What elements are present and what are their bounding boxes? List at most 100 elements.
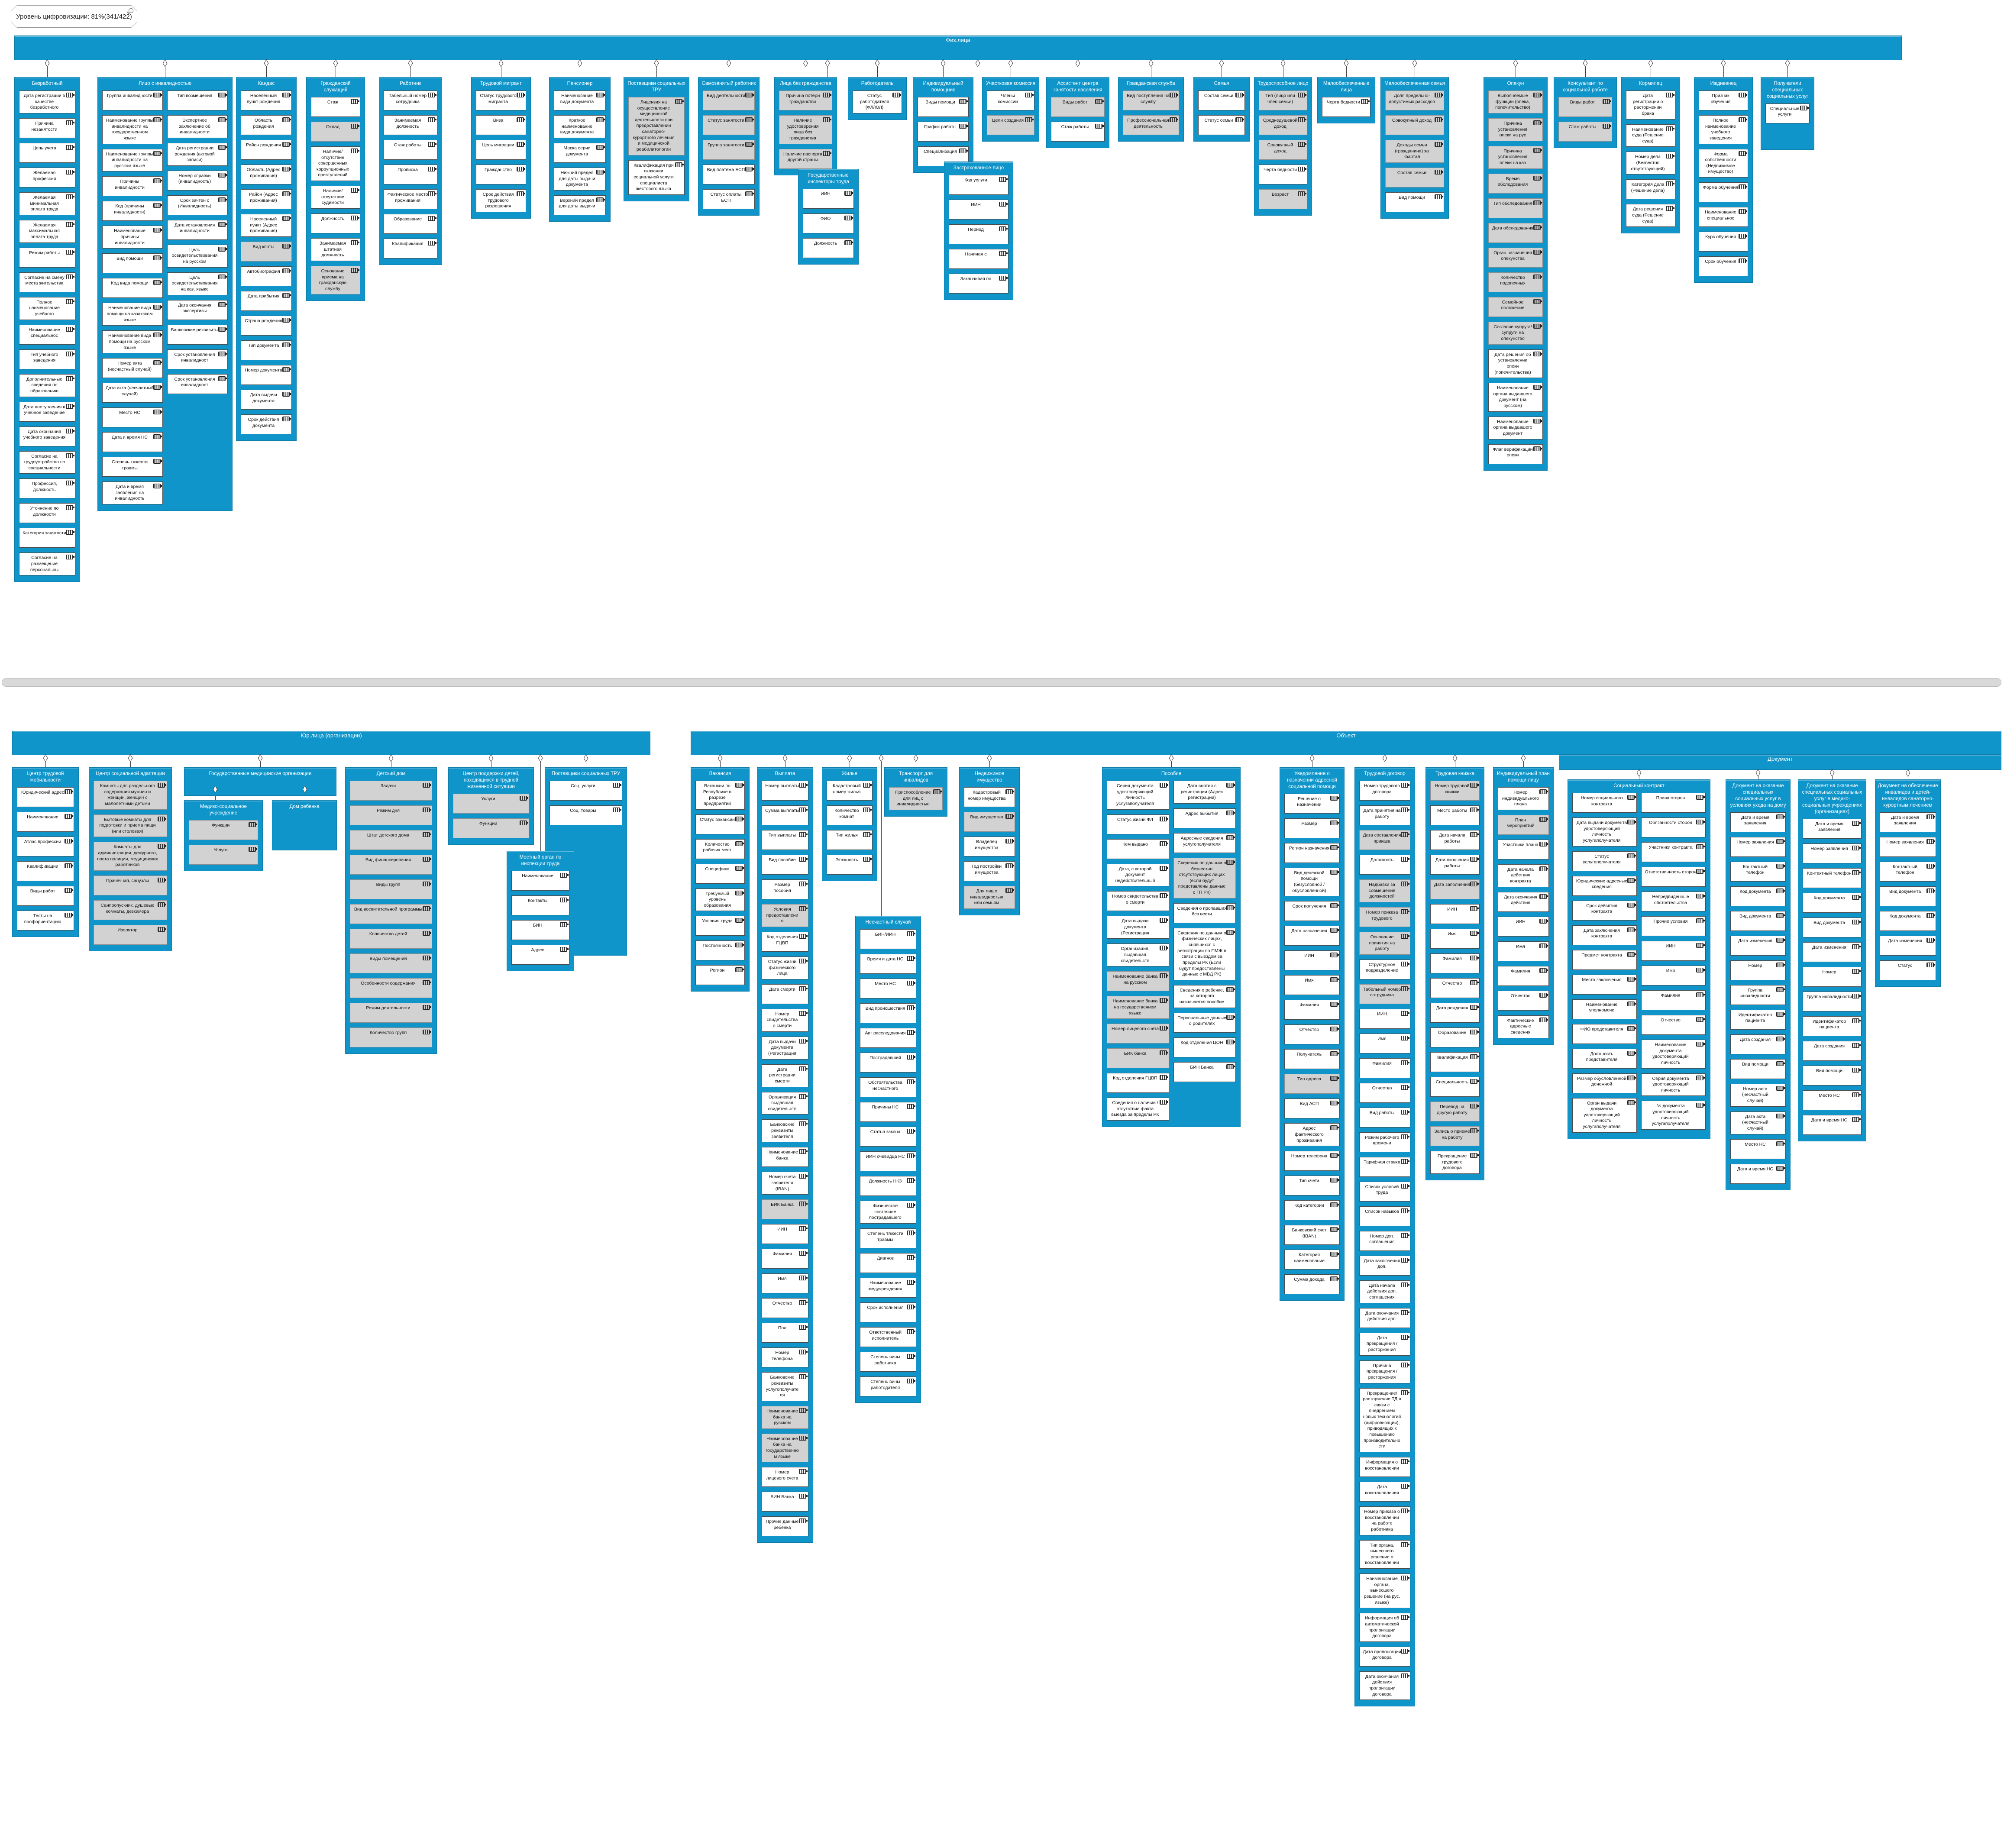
attribute-box[interactable]: Стаж работы (1051, 121, 1105, 142)
attribute-box[interactable]: Информация об автоматической пролонгации… (1359, 1613, 1410, 1642)
attribute-box[interactable]: Режим рабочего времени (1359, 1132, 1410, 1152)
attribute-box[interactable]: Наличие/отсутствие совершенных коррупцио… (311, 146, 360, 181)
attribute-box[interactable]: Для лиц с инвалидностью или семьям (964, 885, 1015, 909)
attribute-box[interactable]: Организация, выдавшая свидетельств (1107, 943, 1169, 967)
attribute-box[interactable]: Банковские реквизиты услугополучателя (762, 1372, 808, 1401)
attribute-box[interactable]: Размер обусловленной денежной (1572, 1073, 1637, 1093)
attribute-box[interactable]: Цели создания (987, 115, 1034, 135)
entity-group[interactable]: Несчастный случай БИН/ИИН Время и дата НС М… (855, 916, 921, 1403)
entity-group[interactable]: Государственные медицинские организации (184, 767, 336, 796)
attribute-box[interactable]: Тесты на профориентацию (17, 910, 74, 930)
attribute-box[interactable]: Получатель (1284, 1049, 1340, 1069)
attribute-box[interactable]: Причина установления опеки на рус (1488, 118, 1543, 141)
attribute-box[interactable]: Номер справки (инвалидность) (167, 170, 228, 191)
attribute-box[interactable]: Согласие на трудоустройство по специальн… (19, 451, 75, 474)
attribute-box[interactable]: Статус занятости (703, 115, 755, 135)
attribute-box[interactable]: Наименование банка на государственном яз… (1107, 996, 1169, 1019)
attribute-box[interactable]: Экспертное заключение об инвалидности (167, 115, 228, 138)
attribute-box[interactable]: Орган назначения опекунства (1488, 247, 1543, 268)
attribute-box[interactable]: Дата заключения контракта (1572, 925, 1637, 945)
attribute-box[interactable]: Количество подопечных (1488, 272, 1543, 292)
attribute-box[interactable]: Курс обучения (1699, 232, 1748, 252)
attribute-box[interactable]: Наличие паспорта другой страны (779, 149, 832, 169)
attribute-box[interactable]: Номер акта (несчастный случай) (1730, 1083, 1786, 1107)
attribute-box[interactable]: Дата прекращения /расторжения (1359, 1332, 1410, 1356)
attribute-box[interactable]: Дата смерти (762, 984, 808, 1004)
entity-group[interactable]: Малообеспеченные лица Черта бедности (1317, 77, 1375, 123)
attribute-box[interactable]: Основание принятия на работу (1359, 931, 1410, 955)
attribute-box[interactable]: Табельный номер сотрудника (384, 90, 437, 110)
attribute-box[interactable]: Флаг верификации опеки (1488, 444, 1543, 464)
attribute-box[interactable]: Номер документа (241, 365, 292, 385)
attribute-box[interactable]: Отчество (1498, 990, 1549, 1011)
attribute-box[interactable]: Отчество (1359, 1082, 1410, 1103)
search-icon[interactable] (129, 8, 133, 13)
attribute-box[interactable]: Категория занятости (19, 528, 75, 548)
entity-group[interactable]: Вакансия Вакансии по Республике в разрезе… (691, 767, 750, 992)
attribute-box[interactable]: Причина установления опеки на каз (1488, 145, 1543, 169)
attribute-box[interactable]: БИК банка (1107, 1048, 1169, 1069)
attribute-box[interactable]: Дата начала действия доп. соглашения (1359, 1280, 1410, 1303)
attribute-box[interactable]: Номер заявления (1730, 837, 1786, 857)
attribute-box[interactable]: Номер трудовой книжки (1430, 780, 1480, 801)
section-bar[interactable]: Юр.лица (организации) (12, 731, 650, 755)
attribute-box[interactable]: Условия предоставления (762, 904, 808, 927)
attribute-box[interactable]: Виды работ (1051, 97, 1105, 117)
attribute-box[interactable]: Банковские реквизиты заявителя (762, 1119, 808, 1143)
attribute-box[interactable]: Номер приказа о восстановлении на работе… (1359, 1506, 1410, 1535)
attribute-box[interactable]: Дата и время заявления (1730, 812, 1786, 832)
attribute-box[interactable]: Орган выдачи документа удостоверяющий ли… (1572, 1098, 1637, 1133)
attribute-box[interactable]: Дата регистрации в качестве безработного (19, 90, 75, 113)
attribute-box[interactable]: Виды работ (1558, 97, 1612, 117)
attribute-box[interactable]: Код документа (1730, 886, 1786, 906)
attribute-box[interactable]: Оклад (311, 121, 360, 142)
attribute-box[interactable]: Контактный телефон (1880, 861, 1936, 882)
attribute-box[interactable]: Наименование суда (Решение суда) (1626, 124, 1675, 147)
attribute-box[interactable]: Приспособление для лиц с инвалидностью (889, 787, 943, 810)
attribute-box[interactable]: Дата изменения (1803, 942, 1862, 962)
attribute-box[interactable]: Серия документа удостоверяющий личность … (1107, 780, 1169, 810)
attribute-box[interactable]: Вид происшествия (860, 1003, 916, 1023)
attribute-box[interactable]: Дата принятия на работу (1359, 805, 1410, 825)
attribute-box[interactable]: Совокупный доход (1385, 115, 1444, 135)
attribute-box[interactable]: Имя (1641, 965, 1706, 985)
attribute-box[interactable]: Отчество (762, 1298, 808, 1318)
attribute-box[interactable]: Вид помощи (1803, 1065, 1862, 1086)
attribute-box[interactable]: Черта бедности (1259, 164, 1307, 184)
attribute-box[interactable]: Автобиография (241, 266, 292, 286)
attribute-box[interactable]: Тип документа (241, 340, 292, 360)
attribute-box[interactable]: Статус услугаполучателя (1572, 851, 1637, 871)
attribute-box[interactable]: Адрес фактического проживания (1284, 1123, 1340, 1147)
attribute-box[interactable]: Вакансии по Республике в разрезе предпри… (695, 780, 745, 810)
attribute-box[interactable]: Дата окончания действия (1498, 892, 1549, 912)
attribute-box[interactable]: Гражданство (476, 164, 526, 184)
attribute-box[interactable]: Номер счета заявителя (IBAN) (762, 1172, 808, 1195)
entity-group[interactable]: Документ на оказание специальных социаль… (1798, 779, 1866, 1141)
attribute-box[interactable]: Код вида помощи (102, 278, 163, 298)
attribute-box[interactable]: Район рождения (241, 139, 292, 160)
attribute-box[interactable]: Диагноз (860, 1253, 916, 1273)
attribute-box[interactable]: Обстоятельства несчастного (860, 1077, 916, 1097)
entity-group[interactable]: Центр трудовой мобильности Юридический ад… (12, 767, 79, 937)
attribute-box[interactable]: Дата заключения доп. (1359, 1255, 1410, 1276)
attribute-box[interactable]: Сведения по данным о безвестно отсутству… (1173, 857, 1236, 898)
attribute-box[interactable]: Сведения о ребенке, на которого назначае… (1173, 985, 1236, 1008)
attribute-box[interactable]: Банковские реквизиты (167, 324, 228, 345)
attribute-box[interactable]: ИИН (1284, 950, 1340, 971)
attribute-box[interactable]: Наименование банка (762, 1147, 808, 1167)
attribute-box[interactable]: Срок действия трудового разрешения (476, 189, 526, 212)
attribute-box[interactable]: Дата заполнения (1430, 879, 1480, 899)
attribute-box[interactable]: Дата решения об установлении опеки (попе… (1488, 349, 1543, 378)
attribute-box[interactable]: Непредвиденные обстоятельства (1641, 891, 1706, 911)
attribute-box[interactable]: Квалификация при оказании социальной усл… (628, 160, 685, 195)
attribute-box[interactable]: Режим деятельности (350, 1002, 432, 1023)
attribute-box[interactable]: Номер свидетельства о смерти (1107, 891, 1169, 911)
entity-group[interactable]: Малообеспеченная семья Доля предельно-доп… (1380, 77, 1449, 219)
attribute-box[interactable]: Постоянность (695, 940, 745, 961)
attribute-box[interactable]: Заканчивая по (949, 273, 1008, 294)
attribute-box[interactable]: Тип выплаты (762, 830, 808, 850)
attribute-box[interactable]: Наименование группы инвалидности на госу… (102, 115, 163, 144)
attribute-box[interactable]: Наименование документа удостоверяющий ли… (1641, 1039, 1706, 1069)
attribute-box[interactable]: Наименование группы инвалидности на русс… (102, 149, 163, 172)
entity-group[interactable]: Кандас Населенный пункт рождения Область р… (236, 77, 297, 441)
